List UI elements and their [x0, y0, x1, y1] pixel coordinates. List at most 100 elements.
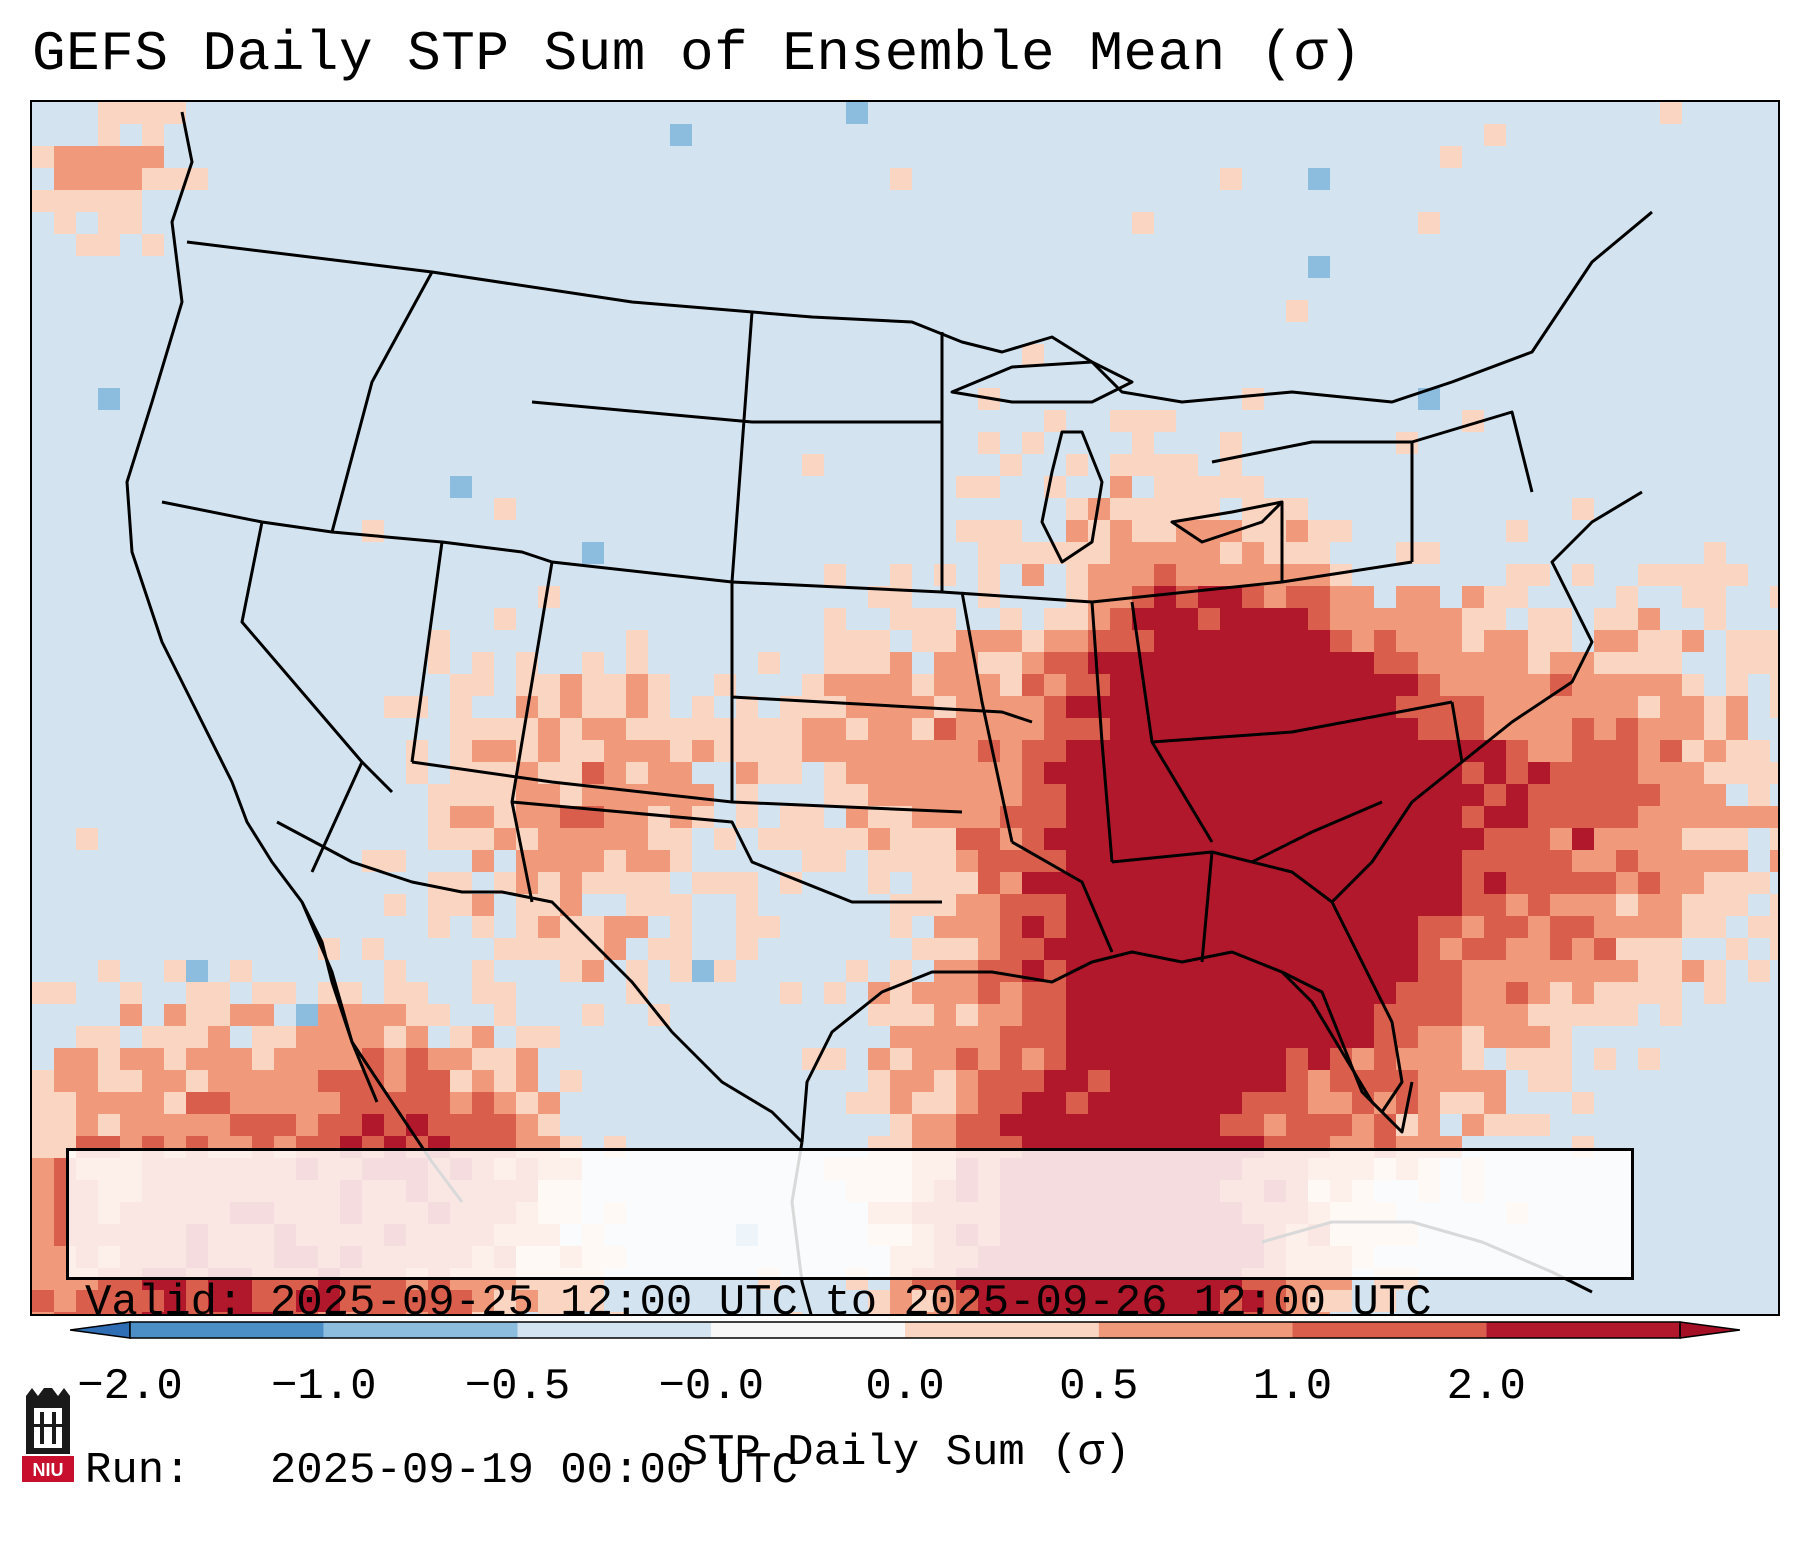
anomaly-cell [1176, 630, 1198, 652]
anomaly-cell [1484, 674, 1506, 696]
anomaly-cell [164, 1312, 186, 1314]
anomaly-cell [1022, 894, 1044, 916]
anomaly-cell [1198, 916, 1220, 938]
anomaly-cell [76, 168, 98, 190]
anomaly-cell [98, 212, 120, 234]
anomaly-cell [912, 1048, 934, 1070]
anomaly-cell [186, 1092, 208, 1114]
anomaly-cell [1132, 762, 1154, 784]
anomaly-cell [516, 784, 538, 806]
anomaly-cell [120, 1092, 142, 1114]
anomaly-cell [978, 1312, 1000, 1314]
anomaly-cell [1066, 762, 1088, 784]
anomaly-cell [1154, 850, 1176, 872]
anomaly-cell [626, 828, 648, 850]
anomaly-cell [868, 850, 890, 872]
anomaly-cell [1704, 762, 1726, 784]
anomaly-cell [1396, 586, 1418, 608]
anomaly-cell [692, 696, 714, 718]
anomaly-cell [1154, 1070, 1176, 1092]
anomaly-cell [1132, 432, 1154, 454]
colorbar [69, 1320, 1741, 1340]
anomaly-cell [1726, 564, 1748, 586]
anomaly-cell [1638, 608, 1660, 630]
anomaly-cell [1550, 916, 1572, 938]
anomaly-cell [1000, 454, 1022, 476]
anomaly-cell [1000, 784, 1022, 806]
anomaly-cell [1198, 850, 1220, 872]
anomaly-cell [1330, 740, 1352, 762]
anomaly-cell [1330, 938, 1352, 960]
anomaly-cell [648, 674, 670, 696]
anomaly-cell [1066, 586, 1088, 608]
anomaly-cell [406, 762, 428, 784]
anomaly-cell [736, 718, 758, 740]
anomaly-cell [1440, 652, 1462, 674]
anomaly-cell [1176, 652, 1198, 674]
anomaly-cell [1374, 1070, 1396, 1092]
anomaly-cell [1044, 652, 1066, 674]
anomaly-cell [1484, 740, 1506, 762]
anomaly-cell [1550, 784, 1572, 806]
anomaly-cell [1132, 520, 1154, 542]
anomaly-cell [1198, 476, 1220, 498]
anomaly-cell [1770, 894, 1778, 916]
anomaly-cell [1660, 784, 1682, 806]
anomaly-cell [32, 146, 54, 168]
anomaly-cell [670, 718, 692, 740]
anomaly-cell [978, 784, 1000, 806]
anomaly-cell [1352, 652, 1374, 674]
anomaly-cell [208, 1092, 230, 1114]
anomaly-cell [296, 1114, 318, 1136]
anomaly-cell [186, 982, 208, 1004]
anomaly-cell [1264, 1092, 1286, 1114]
anomaly-cell [142, 124, 164, 146]
anomaly-cell [1462, 938, 1484, 960]
anomaly-cell [186, 1004, 208, 1026]
niu-logo: NIU [22, 1388, 74, 1482]
anomaly-cell [1220, 696, 1242, 718]
anomaly-cell [1132, 696, 1154, 718]
anomaly-cell [164, 168, 186, 190]
anomaly-cell [1572, 806, 1594, 828]
anomaly-cell [1308, 1290, 1330, 1312]
anomaly-cell [1638, 762, 1660, 784]
anomaly-cell [1682, 740, 1704, 762]
anomaly-cell [1550, 608, 1572, 630]
anomaly-cell [1220, 586, 1242, 608]
anomaly-cell [1704, 542, 1726, 564]
anomaly-cell [846, 102, 868, 124]
anomaly-cell [494, 938, 516, 960]
anomaly-cell [978, 938, 1000, 960]
anomaly-cell [1044, 696, 1066, 718]
anomaly-cell [780, 718, 802, 740]
anomaly-cell [1418, 938, 1440, 960]
anomaly-cell [1242, 960, 1264, 982]
anomaly-cell [32, 1202, 54, 1224]
anomaly-cell [1550, 982, 1572, 1004]
anomaly-cell [736, 806, 758, 828]
anomaly-cell [692, 740, 714, 762]
anomaly-cell [428, 894, 450, 916]
anomaly-cell [1110, 1312, 1132, 1314]
anomaly-cell [1154, 1026, 1176, 1048]
anomaly-cell [890, 806, 912, 828]
anomaly-cell [1154, 674, 1176, 696]
anomaly-cell [1044, 938, 1066, 960]
anomaly-cell [1528, 960, 1550, 982]
anomaly-cell [164, 1114, 186, 1136]
anomaly-cell [252, 1312, 274, 1314]
anomaly-cell [450, 1070, 472, 1092]
anomaly-cell [1638, 828, 1660, 850]
anomaly-cell [560, 1290, 582, 1312]
anomaly-cell [1462, 718, 1484, 740]
anomaly-cell [120, 168, 142, 190]
anomaly-cell [76, 828, 98, 850]
anomaly-cell [956, 1026, 978, 1048]
anomaly-cell [736, 894, 758, 916]
anomaly-cell [1660, 894, 1682, 916]
anomaly-cell [1352, 586, 1374, 608]
anomaly-cell [868, 806, 890, 828]
anomaly-cell [230, 1048, 252, 1070]
anomaly-cell [450, 806, 472, 828]
